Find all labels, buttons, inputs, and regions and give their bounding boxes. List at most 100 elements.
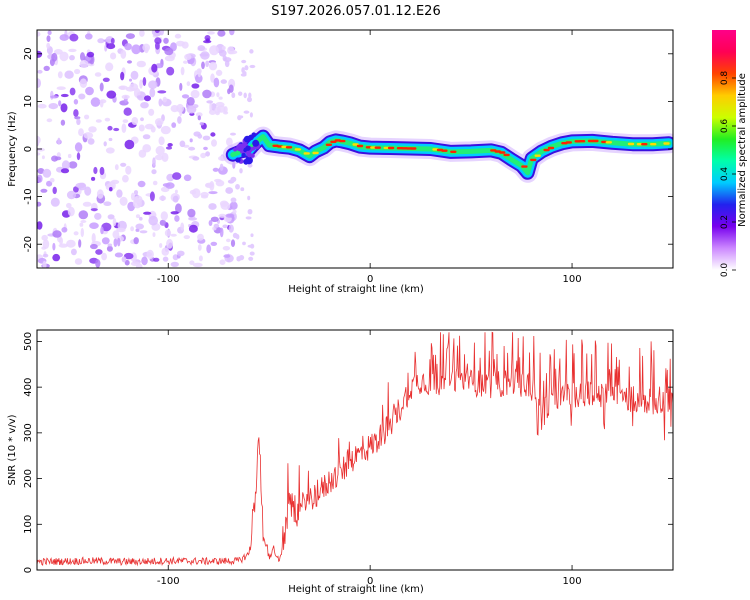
noise-blob xyxy=(222,246,231,251)
snr-plot-area xyxy=(37,330,673,570)
noise-blob xyxy=(230,197,237,203)
noise-blob xyxy=(94,72,102,77)
onset-blob xyxy=(233,147,238,152)
noise-blob xyxy=(159,30,165,36)
noise-blob xyxy=(90,97,101,107)
noise-blob xyxy=(37,78,41,88)
noise-blob xyxy=(218,213,227,218)
noise-blob xyxy=(110,37,115,45)
noise-blob xyxy=(96,189,104,199)
noise-blob xyxy=(135,223,144,230)
noise-blob xyxy=(110,52,117,60)
y-tick-label: 400 xyxy=(23,378,34,397)
noise-blob xyxy=(243,92,247,99)
noise-blob xyxy=(43,65,50,71)
noise-blob xyxy=(46,118,53,123)
noise-blob xyxy=(82,201,92,207)
noise-blob xyxy=(37,201,42,207)
noise-blob xyxy=(113,238,118,247)
onset-blob xyxy=(243,159,249,165)
noise-blob xyxy=(192,156,200,161)
noise-blob xyxy=(248,256,254,261)
colorbar-tick-label: 0.4 xyxy=(720,167,730,182)
noise-blob xyxy=(74,116,81,120)
noise-blob xyxy=(222,55,227,62)
noise-blob xyxy=(149,191,155,202)
noise-blob xyxy=(181,41,189,49)
colorbar-bar xyxy=(712,30,736,270)
noise-blob xyxy=(60,119,66,126)
noise-blob xyxy=(139,79,143,89)
noise-blob xyxy=(218,96,223,100)
noise-blob xyxy=(129,78,132,82)
noise-blob xyxy=(175,203,182,214)
noise-blob xyxy=(154,30,160,34)
colorbar-tick-label: 0.0 xyxy=(720,263,730,278)
spectrogram-y-label: Frequency (Hz) xyxy=(7,111,18,187)
noise-blob xyxy=(205,182,214,188)
noise-blob xyxy=(163,37,169,44)
noise-blob xyxy=(125,165,132,175)
noise-blob xyxy=(37,221,43,230)
noise-blob xyxy=(46,180,53,187)
noise-blob xyxy=(229,201,238,210)
noise-blob xyxy=(78,93,86,100)
onset-blob xyxy=(245,145,251,151)
noise-blob xyxy=(228,224,234,233)
noise-blob xyxy=(210,132,216,137)
noise-blob xyxy=(99,166,105,176)
noise-blob xyxy=(119,85,126,90)
noise-blob xyxy=(116,189,123,198)
noise-blob xyxy=(200,191,209,198)
noise-blob xyxy=(79,222,84,227)
noise-blob xyxy=(181,94,190,99)
noise-blob xyxy=(186,105,197,114)
noise-blob xyxy=(42,260,47,268)
onset-blob xyxy=(245,150,252,156)
noise-blob xyxy=(184,53,192,61)
noise-blob xyxy=(230,132,236,136)
noise-blob xyxy=(41,234,48,241)
spectrogram-x-label: Height of straight line (km) xyxy=(288,284,424,295)
noise-blob xyxy=(205,151,211,157)
noise-blob xyxy=(136,95,143,99)
noise-blob xyxy=(78,210,89,220)
noise-blob xyxy=(159,219,167,226)
noise-blob xyxy=(76,152,81,161)
noise-blob xyxy=(247,244,254,248)
noise-blob xyxy=(125,33,135,39)
noise-blob xyxy=(74,142,83,152)
noise-blob xyxy=(150,126,156,133)
noise-blob xyxy=(155,145,165,156)
noise-blob xyxy=(220,201,231,210)
noise-blob xyxy=(188,217,198,221)
noise-blob xyxy=(141,256,148,266)
noise-blob xyxy=(142,43,151,52)
noise-blob xyxy=(201,61,205,70)
noise-blob xyxy=(146,249,154,260)
snr-y-axis: 0 100 200 300 400 500 xyxy=(23,332,673,573)
y-tick-label: 20 xyxy=(23,47,34,60)
noise-blob xyxy=(149,88,156,98)
noise-blob xyxy=(154,37,162,45)
noise-blob xyxy=(122,174,129,183)
noise-blob xyxy=(210,241,218,246)
noise-blob xyxy=(120,162,127,167)
y-tick-label: 0 xyxy=(23,567,34,573)
noise-blob xyxy=(101,237,110,245)
noise-blob xyxy=(210,73,215,83)
noise-blob xyxy=(197,45,206,51)
noise-blob xyxy=(37,103,47,109)
noise-blob xyxy=(78,239,82,248)
noise-blob xyxy=(166,238,174,249)
noise-blob xyxy=(183,60,188,64)
noise-blob xyxy=(58,243,68,248)
noise-blob xyxy=(139,230,148,234)
noise-blob xyxy=(52,242,56,251)
noise-blob xyxy=(172,172,182,180)
noise-blob xyxy=(143,211,152,215)
noise-blob xyxy=(60,93,69,98)
noise-blob xyxy=(205,60,210,67)
noise-blob xyxy=(73,109,79,118)
noise-blob xyxy=(136,60,146,68)
